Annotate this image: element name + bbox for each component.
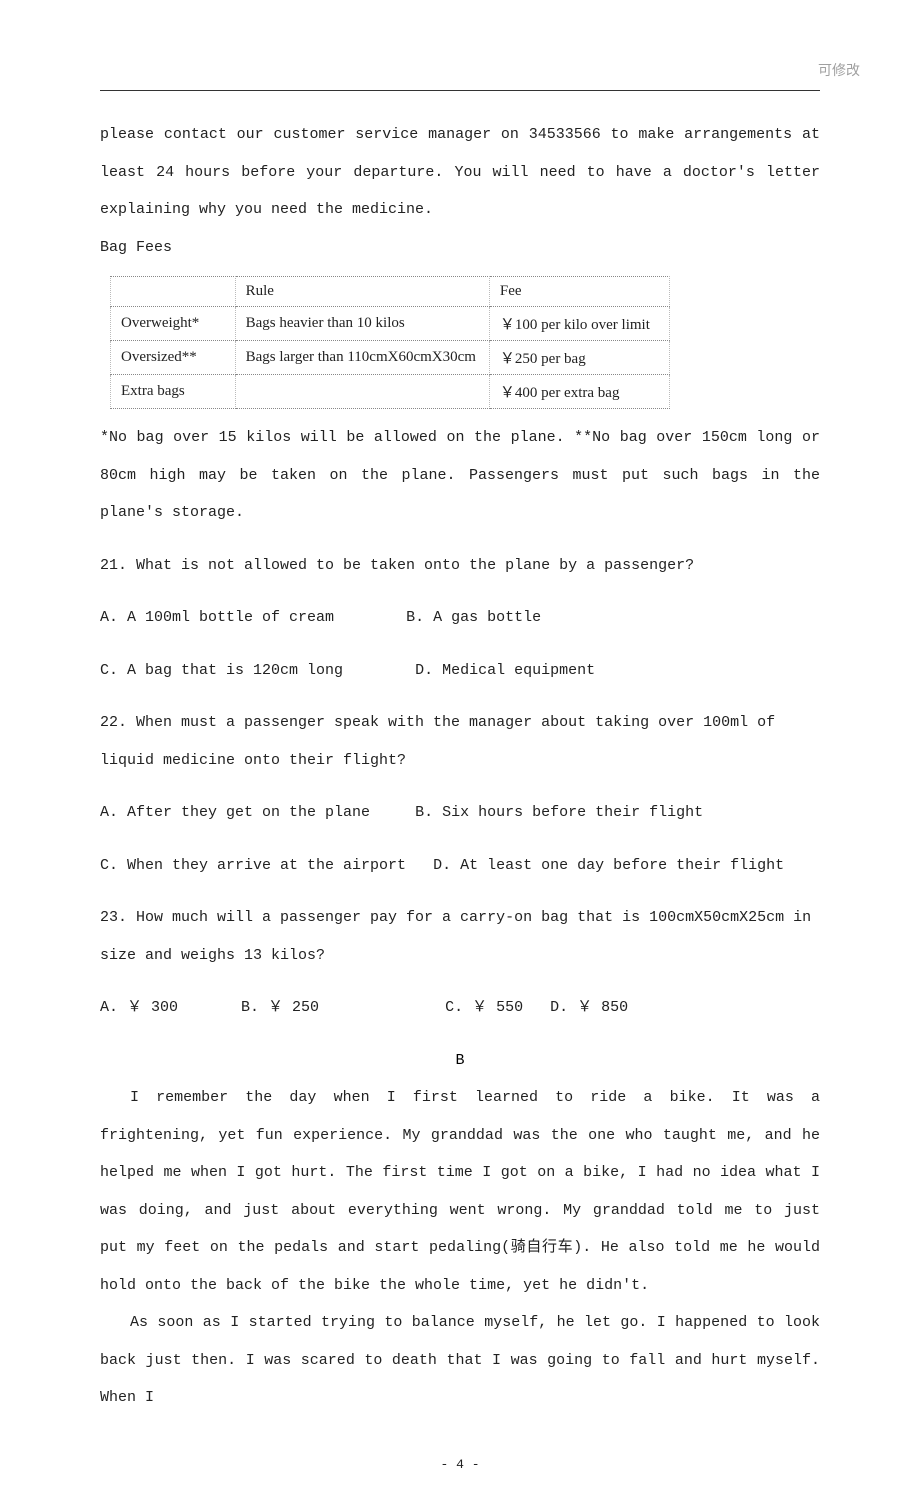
page-number: - 4 - bbox=[100, 1457, 820, 1472]
spacer bbox=[178, 999, 241, 1016]
q23-option-a: A. ￥ 300 bbox=[100, 999, 178, 1016]
bag-fees-heading: Bag Fees bbox=[100, 229, 820, 267]
editable-label: 可修改 bbox=[818, 60, 860, 80]
passage-b-letter: B bbox=[100, 1042, 820, 1080]
table-row: Oversized** Bags larger than 110cmX60cmX… bbox=[111, 341, 670, 375]
table-header-rule: Rule bbox=[235, 277, 489, 307]
cell-fee: ￥400 per extra bag bbox=[489, 375, 669, 409]
cell-rule: Bags heavier than 10 kilos bbox=[235, 307, 489, 341]
spacer bbox=[370, 804, 415, 821]
cell-label: Extra bags bbox=[111, 375, 236, 409]
question-22: 22. When must a passenger speak with the… bbox=[100, 704, 820, 884]
spacer bbox=[334, 609, 406, 626]
cell-label: Oversized** bbox=[111, 341, 236, 375]
table-notes: *No bag over 15 kilos will be allowed on… bbox=[100, 419, 820, 532]
spacer bbox=[343, 662, 415, 679]
spacer bbox=[406, 857, 433, 874]
table-header-fee: Fee bbox=[489, 277, 669, 307]
q21-option-a: A. A 100ml bottle of cream bbox=[100, 609, 334, 626]
notes-text: *No bag over 15 kilos will be allowed on… bbox=[100, 419, 820, 532]
q21-option-c: C. A bag that is 120cm long bbox=[100, 662, 343, 679]
passage-b-p1: I remember the day when I first learned … bbox=[100, 1079, 820, 1304]
cell-fee: ￥250 per bag bbox=[489, 341, 669, 375]
q23-stem: 23. How much will a passenger pay for a … bbox=[100, 899, 820, 974]
top-divider bbox=[100, 90, 820, 91]
q21-option-b: B. A gas bottle bbox=[406, 609, 541, 626]
cell-fee: ￥100 per kilo over limit bbox=[489, 307, 669, 341]
q23-option-c: C. ￥ 550 bbox=[445, 999, 523, 1016]
bag-fees-table: Rule Fee Overweight* Bags heavier than 1… bbox=[110, 276, 670, 409]
bag-fees-table-wrap: Rule Fee Overweight* Bags heavier than 1… bbox=[110, 276, 820, 409]
table-row: Extra bags ￥400 per extra bag bbox=[111, 375, 670, 409]
spacer bbox=[523, 999, 550, 1016]
q22-option-a: A. After they get on the plane bbox=[100, 804, 370, 821]
page-body: 可修改 please contact our customer service … bbox=[0, 0, 920, 1512]
table-row: Overweight* Bags heavier than 10 kilos ￥… bbox=[111, 307, 670, 341]
q21-stem: 21. What is not allowed to be taken onto… bbox=[100, 547, 820, 585]
q21-option-d: D. Medical equipment bbox=[415, 662, 595, 679]
cell-rule bbox=[235, 375, 489, 409]
intro-paragraph: please contact our customer service mana… bbox=[100, 116, 820, 229]
q23-option-b: B. ￥ 250 bbox=[241, 999, 319, 1016]
spacer bbox=[319, 999, 445, 1016]
cell-label: Overweight* bbox=[111, 307, 236, 341]
q22-option-c: C. When they arrive at the airport bbox=[100, 857, 406, 874]
intro-text: please contact our customer service mana… bbox=[100, 116, 820, 229]
table-header-empty bbox=[111, 277, 236, 307]
q22-option-d: D. At least one day before their flight bbox=[433, 857, 784, 874]
passage-b: I remember the day when I first learned … bbox=[100, 1079, 820, 1417]
q22-option-b: B. Six hours before their flight bbox=[415, 804, 703, 821]
passage-b-p2: As soon as I started trying to balance m… bbox=[100, 1304, 820, 1417]
question-23: 23. How much will a passenger pay for a … bbox=[100, 899, 820, 1027]
q22-stem: 22. When must a passenger speak with the… bbox=[100, 704, 820, 779]
question-21: 21. What is not allowed to be taken onto… bbox=[100, 547, 820, 690]
q23-option-d: D. ￥ 850 bbox=[550, 999, 628, 1016]
table-row: Rule Fee bbox=[111, 277, 670, 307]
cell-rule: Bags larger than 110cmX60cmX30cm bbox=[235, 341, 489, 375]
